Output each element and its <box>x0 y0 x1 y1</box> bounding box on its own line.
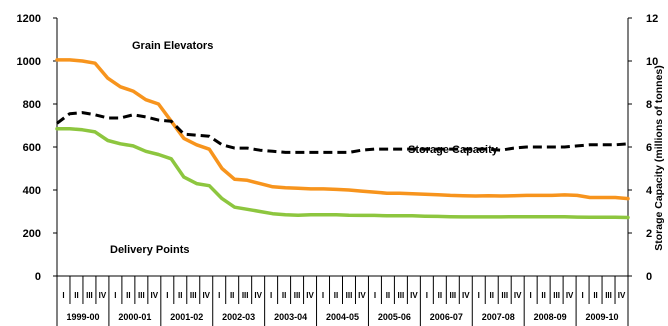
quarter-label: IV <box>306 291 314 300</box>
quarter-label: IV <box>566 291 574 300</box>
year-label: 2005-06 <box>378 312 411 322</box>
quarter-label: III <box>86 291 93 300</box>
quarter-label: II <box>126 291 130 300</box>
right-tick-label: 0 <box>646 271 652 283</box>
right-tick-label: 8 <box>646 99 652 111</box>
left-tick-label: 0 <box>35 271 41 283</box>
quarter-label: III <box>501 291 508 300</box>
left-tick-label: 1200 <box>17 13 41 25</box>
quarter-label: I <box>374 291 376 300</box>
left-tick-label: 800 <box>23 99 41 111</box>
quarter-label: II <box>490 291 494 300</box>
quarter-label: II <box>230 291 234 300</box>
quarter-label: IV <box>202 291 210 300</box>
quarter-label: I <box>114 291 116 300</box>
left-tick-label: 200 <box>23 228 41 240</box>
quarter-label: II <box>386 291 390 300</box>
year-label: 2008-09 <box>534 312 567 322</box>
right-tick-label: 4 <box>646 185 653 197</box>
quarter-label: III <box>346 291 353 300</box>
year-label: 2000-01 <box>118 312 151 322</box>
quarter-label: IV <box>462 291 470 300</box>
quarter-label: II <box>74 291 78 300</box>
quarter-label: II <box>178 291 182 300</box>
series-line-grain-elevators <box>55 58 630 201</box>
quarter-label: IV <box>618 291 626 300</box>
left-tick-label: 400 <box>23 185 41 197</box>
quarter-label: I <box>478 291 480 300</box>
year-label: 2007-08 <box>482 312 515 322</box>
series-line-delivery-points <box>55 126 630 220</box>
series-label-delivery-points: Delivery Points <box>110 244 189 256</box>
quarter-label: III <box>190 291 197 300</box>
quarter-label: III <box>449 291 456 300</box>
quarter-label: IV <box>514 291 522 300</box>
quarter-label: II <box>593 291 597 300</box>
quarter-label: III <box>605 291 612 300</box>
quarter-label: I <box>530 291 532 300</box>
quarter-label: II <box>438 291 442 300</box>
year-label: 2009-10 <box>586 312 619 322</box>
year-label: 1999-00 <box>66 312 99 322</box>
series-label-grain-elevators: Grain Elevators <box>132 40 213 52</box>
quarter-label: IV <box>410 291 418 300</box>
quarter-label: I <box>62 291 64 300</box>
left-tick-label: 600 <box>23 142 41 154</box>
quarter-label: I <box>166 291 168 300</box>
right-tick-label: 10 <box>646 56 658 68</box>
quarter-label: II <box>282 291 286 300</box>
right-tick-label: 6 <box>646 142 652 154</box>
quarter-label: II <box>541 291 545 300</box>
quarter-label: IV <box>99 291 107 300</box>
quarter-label: III <box>294 291 301 300</box>
quarter-label: I <box>322 291 324 300</box>
quarter-label: IV <box>151 291 159 300</box>
quarter-label: I <box>581 291 583 300</box>
series-line-storage-capacity <box>56 111 629 154</box>
year-label: 2001-02 <box>170 312 203 322</box>
quarter-label: IV <box>254 291 262 300</box>
right-tick-label: 12 <box>646 13 658 25</box>
quarter-label: III <box>138 291 145 300</box>
year-label: 2003-04 <box>274 312 307 322</box>
quarter-label: IV <box>358 291 366 300</box>
quarter-label: I <box>218 291 220 300</box>
plot-lines <box>55 58 630 220</box>
year-label: 2004-05 <box>326 312 359 322</box>
quarter-label: III <box>242 291 249 300</box>
quarter-label: I <box>270 291 272 300</box>
quarter-label: II <box>334 291 338 300</box>
year-label: 2002-03 <box>222 312 255 322</box>
left-tick-label: 1000 <box>17 56 41 68</box>
series-label-storage-capacity: Storage Capacity <box>408 144 499 156</box>
quarter-label: III <box>398 291 405 300</box>
quarter-label: III <box>553 291 560 300</box>
right-axis-title: Storage Capacity (millions of tonnes) <box>653 65 665 251</box>
year-label: 2006-07 <box>430 312 463 322</box>
quarter-label: I <box>426 291 428 300</box>
right-tick-label: 2 <box>646 228 652 240</box>
annotations: Grain Elevators Delivery Points Storage … <box>110 40 665 256</box>
